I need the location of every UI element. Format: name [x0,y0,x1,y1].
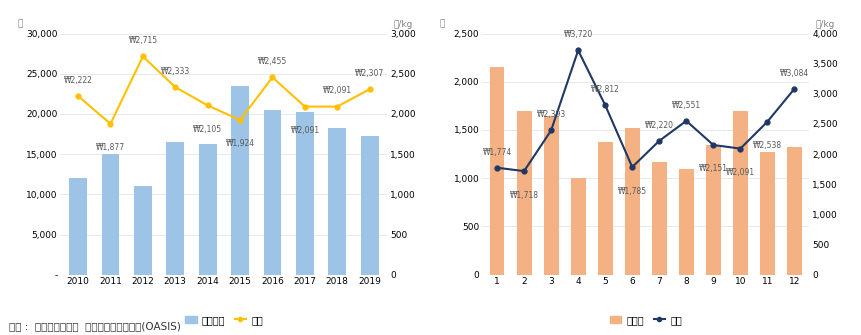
Bar [231,86,249,275]
Text: 대: 대 [18,20,23,29]
Text: ₩2,812: ₩2,812 [591,85,620,94]
Text: ₩2,151: ₩2,151 [699,164,728,174]
Bar [263,110,282,275]
Text: ₩2,222: ₩2,222 [64,76,92,85]
Bar [787,147,802,275]
Bar [652,162,666,275]
Bar [166,142,184,275]
Text: ₩2,333: ₩2,333 [161,67,190,76]
Text: ₩2,715: ₩2,715 [128,36,158,45]
Bar [678,169,694,275]
Text: ₩2,091: ₩2,091 [290,126,319,135]
Text: 대: 대 [440,20,445,29]
Text: 출첫 :  농초경제연구원  농업관측통계시스템(OASIS): 출첫 : 농초경제연구원 농업관측통계시스템(OASIS) [9,322,181,332]
Bar [598,142,613,275]
Text: ₩1,774: ₩1,774 [482,148,511,157]
Bar [199,144,217,275]
Text: ₩1,877: ₩1,877 [96,143,125,152]
Bar [490,67,505,275]
Bar [760,152,775,275]
Text: ₩2,091: ₩2,091 [726,168,755,177]
Text: ₩3,084: ₩3,084 [780,69,809,78]
Text: 원/kg: 원/kg [816,20,835,29]
Bar [543,116,559,275]
Bar [134,186,152,275]
Text: 원/kg: 원/kg [394,20,413,29]
Bar [733,111,748,275]
Bar [517,111,531,275]
Bar [102,154,120,275]
Bar [361,136,379,275]
Text: ₩2,551: ₩2,551 [672,101,701,110]
Text: ₩2,455: ₩2,455 [257,57,287,66]
Bar [571,178,585,275]
Bar [69,178,87,275]
Text: ₩2,307: ₩2,307 [355,69,384,78]
Text: ₩1,718: ₩1,718 [510,191,539,200]
Text: ₩2,538: ₩2,538 [753,141,782,150]
Bar [625,128,640,275]
Text: ₩1,785: ₩1,785 [617,187,647,196]
Text: ₩2,220: ₩2,220 [645,121,674,130]
Bar [706,145,721,275]
Text: ₩3,720: ₩3,720 [564,30,592,39]
Text: ₩2,105: ₩2,105 [193,125,222,134]
Legend: 반입량, 단가: 반입량, 단가 [606,311,685,329]
Text: ₩1,924: ₩1,924 [226,139,255,148]
Legend: 반입물량, 단가: 반입물량, 단가 [181,311,267,329]
Bar [328,128,346,275]
Bar [296,112,313,275]
Text: ₩2,393: ₩2,393 [536,110,566,119]
Text: ₩2,091: ₩2,091 [323,86,352,95]
